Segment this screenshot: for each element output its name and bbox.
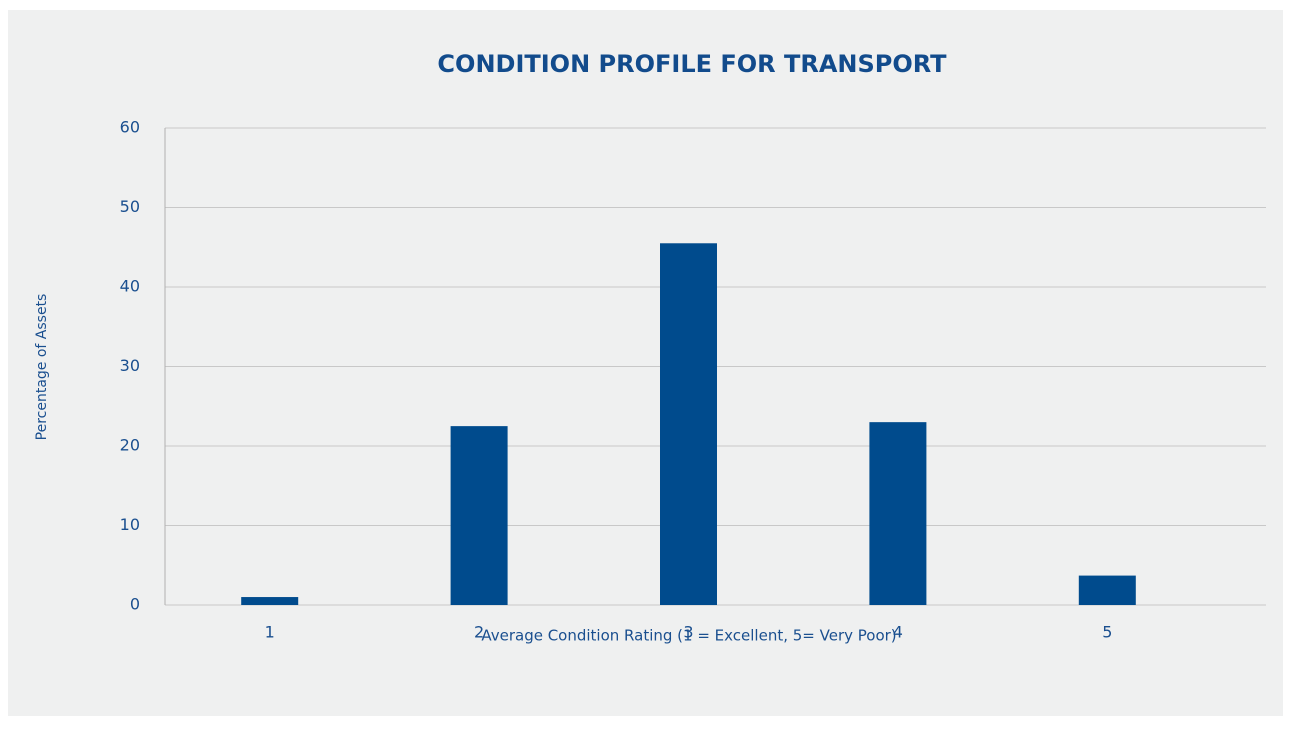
- y-tick-label: 10: [120, 515, 140, 534]
- y-axis-label: Percentage of Assets: [34, 294, 50, 441]
- y-tick-label: 60: [120, 118, 140, 137]
- bar: [450, 426, 508, 605]
- y-tick-label: 50: [120, 197, 140, 216]
- bar: [1078, 575, 1136, 605]
- y-tick-label: 0: [130, 595, 140, 614]
- x-axis-label: Average Condition Rating (1 = Excellent,…: [481, 627, 896, 645]
- y-tick-label: 40: [120, 277, 140, 296]
- x-tick-label: 5: [1102, 623, 1112, 642]
- panel: [8, 10, 1283, 716]
- bar: [241, 597, 299, 605]
- bar: [869, 422, 927, 605]
- x-tick-label: 4: [893, 623, 903, 642]
- x-tick-label: 2: [474, 623, 484, 642]
- y-tick-label: 30: [120, 356, 140, 375]
- chart-title: CONDITION PROFILE FOR TRANSPORT: [437, 50, 947, 78]
- x-tick-label: 1: [265, 623, 275, 642]
- y-tick-label: 20: [120, 436, 140, 455]
- bar: [660, 243, 717, 605]
- x-tick-label: 3: [683, 623, 693, 642]
